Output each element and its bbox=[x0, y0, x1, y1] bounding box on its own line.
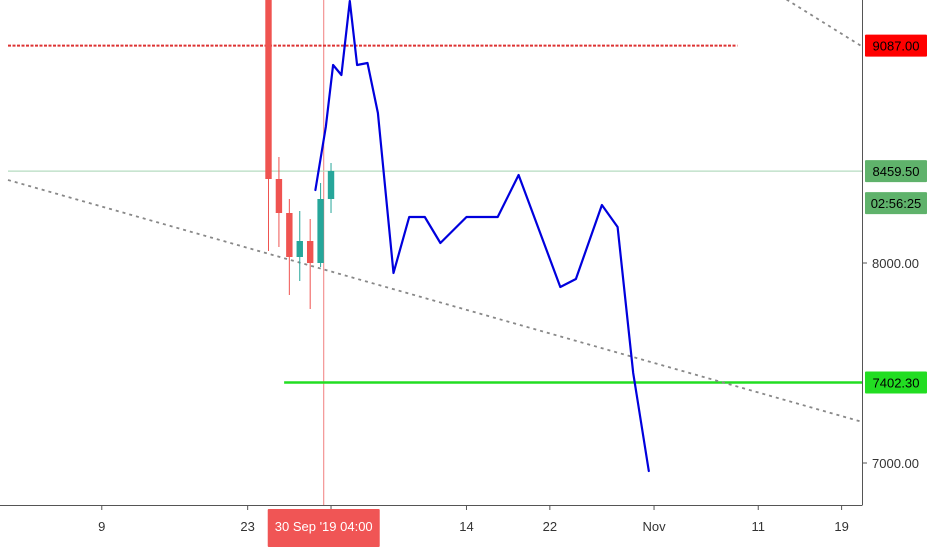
lower-trendline bbox=[7, 179, 862, 423]
candle-body bbox=[275, 179, 283, 213]
candle-body bbox=[286, 213, 293, 257]
time-tick-label: 19 bbox=[834, 519, 848, 534]
candle bbox=[296, 211, 303, 281]
crosshair-date-label: 30 Sep '19 04:00 bbox=[275, 519, 373, 534]
price-marker-label: 9087.00 bbox=[873, 39, 920, 54]
candle-body bbox=[317, 199, 324, 263]
candle-body bbox=[296, 241, 303, 257]
price-marker-label: 8459.50 bbox=[873, 164, 920, 179]
time-tick-label: Nov bbox=[642, 519, 666, 534]
price-marker-box bbox=[865, 160, 927, 183]
price-axis: 11500.0011000.009500.008000.007000.00104… bbox=[862, 0, 932, 505]
upper-trendline bbox=[785, 0, 862, 48]
time-axis-bg bbox=[0, 505, 932, 550]
crosshair-date-box bbox=[267, 509, 380, 547]
time-tick-label: 14 bbox=[459, 519, 473, 534]
candle bbox=[306, 219, 314, 309]
candles bbox=[265, 0, 335, 309]
price-marker-box bbox=[865, 371, 927, 394]
candle-body bbox=[306, 241, 314, 263]
time-tick-label: 23 bbox=[240, 519, 254, 534]
candle-body bbox=[265, 0, 272, 179]
price-tick-label: 8000.00 bbox=[872, 256, 919, 271]
price-marker-box bbox=[865, 34, 927, 57]
bearish-projection-path bbox=[314, 0, 650, 473]
price-tick-label: 7000.00 bbox=[872, 456, 919, 471]
price-axis-bg bbox=[862, 0, 932, 505]
candle bbox=[286, 199, 293, 295]
candle bbox=[275, 157, 283, 247]
time-axis: 923Oct1422Nov111930 Sep '19 04:00 bbox=[0, 505, 932, 550]
plot-area bbox=[7, 0, 862, 505]
candle-body bbox=[327, 171, 335, 199]
time-tick-label: 11 bbox=[751, 519, 765, 534]
candle bbox=[317, 183, 324, 267]
candle bbox=[265, 0, 272, 251]
time-tick-label: 22 bbox=[543, 519, 557, 534]
countdown-box bbox=[865, 192, 927, 215]
price-marker-label: 7402.30 bbox=[873, 376, 920, 391]
time-tick-label: 9 bbox=[98, 519, 105, 534]
countdown-label: 02:56:25 bbox=[871, 196, 922, 211]
candle bbox=[327, 163, 335, 213]
